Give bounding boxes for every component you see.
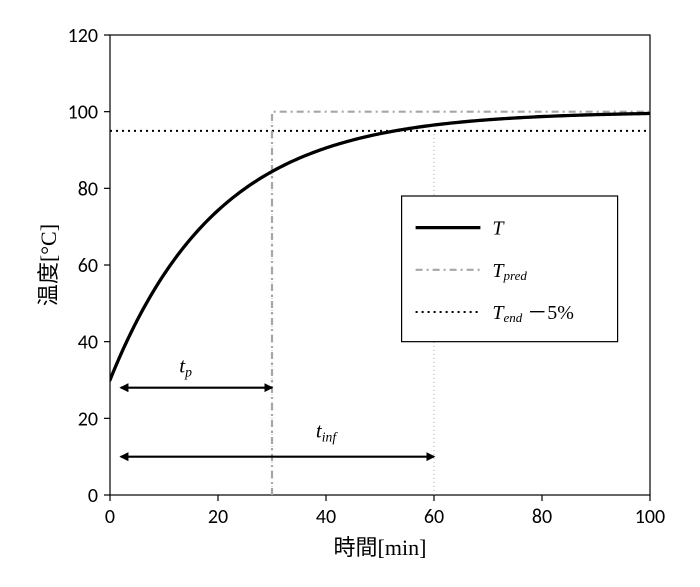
- y-tick-label: 120: [68, 24, 98, 48]
- y-axis-label: 温度[°C]: [36, 224, 61, 306]
- x-tick-label: 40: [316, 505, 336, 529]
- y-tick-label: 40: [78, 331, 98, 355]
- x-tick-label: 0: [105, 505, 115, 529]
- x-tick-label: 80: [532, 505, 552, 529]
- x-tick-label: 100: [635, 505, 665, 529]
- y-tick-label: 60: [78, 254, 98, 278]
- y-tick-label: 100: [68, 101, 98, 125]
- y-tick-label: 80: [78, 177, 98, 201]
- y-tick-label: 0: [88, 484, 98, 508]
- x-tick-label: 60: [424, 505, 444, 529]
- y-tick-label: 20: [78, 407, 98, 431]
- temperature-time-chart: 0 20 40 60 80 100 0 20 40 60 80 100 120 時間[min] 温度[°C]…: [0, 0, 700, 587]
- x-tick-label: 20: [208, 505, 228, 529]
- x-axis-label: 時間[min]: [334, 535, 427, 560]
- legend-label-T: T: [492, 218, 505, 240]
